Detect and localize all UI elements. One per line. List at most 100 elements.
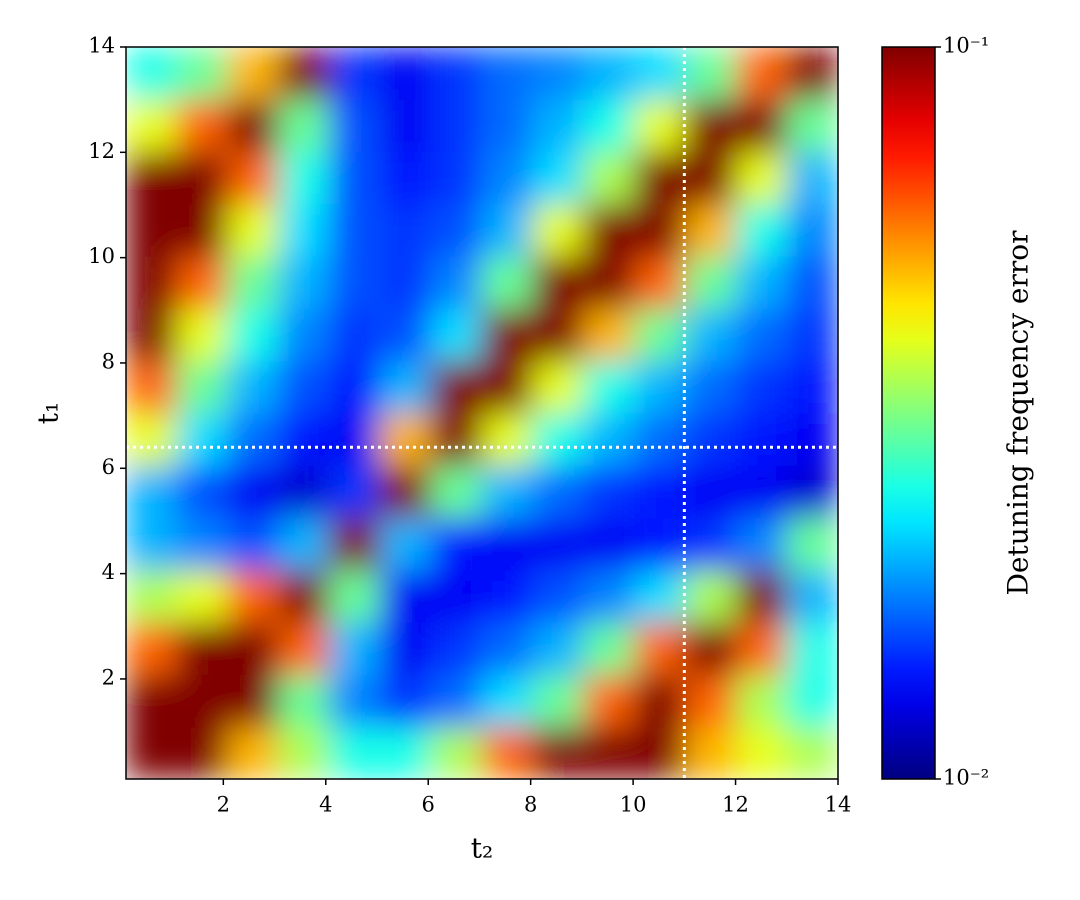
heatmap-cell [786, 255, 838, 309]
heatmap-cell [481, 673, 534, 728]
heatmap-cell [583, 726, 636, 779]
heatmap-cell [583, 203, 636, 257]
heatmap-cell [126, 203, 178, 257]
x-tick-label: 2 [217, 793, 230, 817]
heatmap-cell [278, 151, 330, 205]
heatmap-cell [176, 517, 229, 571]
heatmap-cell [176, 569, 229, 623]
x-tick-label: 4 [319, 793, 332, 817]
heatmap-cell [735, 517, 788, 571]
heatmap-cell [735, 151, 788, 205]
heatmap-cell [379, 360, 432, 414]
heatmap-cell [126, 47, 178, 100]
heatmap-cell [227, 307, 280, 362]
heatmap-cell [634, 307, 686, 362]
heatmap-cell [786, 98, 838, 153]
heatmap-cell [735, 569, 788, 623]
heatmap-cell [430, 151, 483, 205]
heatmap-cell [735, 464, 788, 519]
heatmap-cell [278, 464, 330, 519]
heatmap-cell [126, 464, 178, 519]
heatmap-cell [481, 726, 534, 779]
heatmap-cell [684, 151, 737, 205]
heatmap-cell [227, 98, 280, 153]
heatmap-cell [176, 464, 229, 519]
heatmap-cell [684, 307, 737, 362]
heatmap-cell [532, 569, 585, 623]
heatmap-cell [583, 621, 636, 675]
heatmap-cell [430, 307, 483, 362]
heatmap-cell [481, 98, 534, 153]
heatmap-cell [684, 412, 737, 466]
y-tick-label: 6 [102, 455, 115, 479]
heatmap-cell [735, 255, 788, 309]
heatmap-cell [328, 151, 381, 205]
heatmap-cell [735, 673, 788, 728]
heatmap-cell [227, 621, 280, 675]
heatmap-cell [176, 673, 229, 728]
heatmap-cell [227, 464, 280, 519]
heatmap-cell [583, 151, 636, 205]
heatmap-cell [634, 151, 686, 205]
y-axis-label: t₁ [32, 402, 65, 424]
heatmap-cell [532, 307, 585, 362]
heatmap-cell [379, 307, 432, 362]
heatmap-cell [786, 412, 838, 466]
heatmap [126, 47, 838, 779]
heatmap-cell [532, 673, 585, 728]
heatmap-cell [684, 569, 737, 623]
heatmap-cell [278, 412, 330, 466]
heatmap-cell [430, 98, 483, 153]
heatmap-cell [430, 47, 483, 100]
heatmap-cell [227, 517, 280, 571]
heatmap-cell [328, 726, 381, 779]
heatmap-cell [328, 203, 381, 257]
heatmap-cell [786, 517, 838, 571]
heatmap-cell [176, 98, 229, 153]
heatmap-cell [786, 203, 838, 257]
heatmap-cell [126, 360, 178, 414]
heatmap-cell [126, 569, 178, 623]
heatmap-cell [583, 569, 636, 623]
heatmap-cell [379, 517, 432, 571]
heatmap-cell [735, 726, 788, 779]
heatmap-cell [379, 673, 432, 728]
heatmap-cell [786, 673, 838, 728]
heatmap-cell [328, 464, 381, 519]
heatmap-cell [278, 307, 330, 362]
colorbar-label: Detuning frequency error [1002, 230, 1035, 596]
x-tick-label: 6 [422, 793, 435, 817]
heatmap-cell [634, 621, 686, 675]
heatmap-cell [430, 673, 483, 728]
heatmap-cell [430, 464, 483, 519]
heatmap-cell [126, 151, 178, 205]
heatmap-cell [634, 569, 686, 623]
heatmap-cell [278, 517, 330, 571]
heatmap-cell [532, 360, 585, 414]
heatmap-cell [379, 569, 432, 623]
heatmap-cell [176, 47, 229, 100]
heatmap-cell [786, 464, 838, 519]
heatmap-cell [786, 151, 838, 205]
heatmap-cell [278, 569, 330, 623]
heatmap-cell [227, 726, 280, 779]
heatmap-cell [532, 726, 585, 779]
x-tick-label: 8 [524, 793, 537, 817]
heatmap-cell [176, 307, 229, 362]
heatmap-cell [481, 307, 534, 362]
heatmap-cell [328, 621, 381, 675]
heatmap-cell [430, 412, 483, 466]
heatmap-cell [481, 47, 534, 100]
heatmap-cell [634, 517, 686, 571]
heatmap-cell [278, 47, 330, 100]
heatmap-cell [328, 360, 381, 414]
heatmap-cell [176, 726, 229, 779]
heatmap-cell [684, 203, 737, 257]
heatmap-cell [786, 621, 838, 675]
heatmap-cell [583, 673, 636, 728]
heatmap-cell [735, 621, 788, 675]
heatmap-cell [126, 307, 178, 362]
heatmap-cell [481, 255, 534, 309]
heatmap-cell [430, 621, 483, 675]
heatmap-cell [278, 673, 330, 728]
